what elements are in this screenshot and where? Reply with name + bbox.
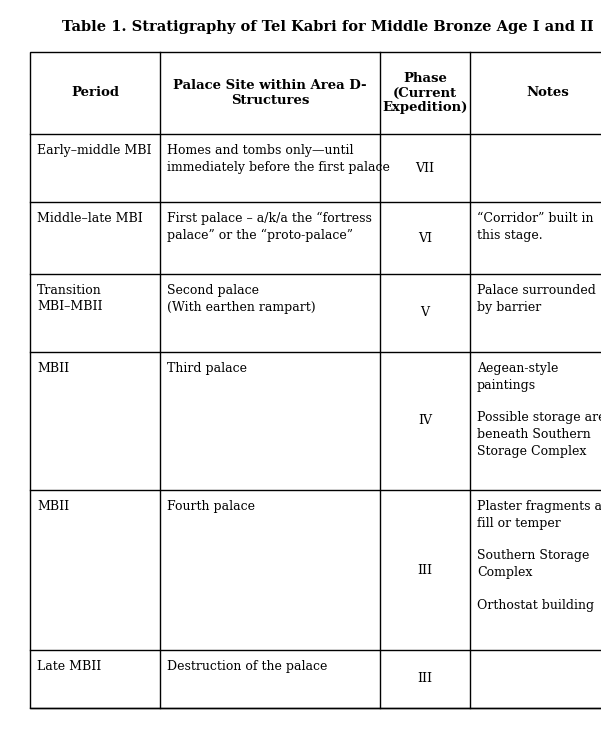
Text: VII: VII	[415, 161, 435, 175]
Text: Palace surrounded
by barrier: Palace surrounded by barrier	[477, 284, 596, 314]
Text: Notes: Notes	[526, 86, 569, 100]
Text: V: V	[421, 307, 430, 320]
Text: “Corridor” built in
this stage.: “Corridor” built in this stage.	[477, 212, 594, 242]
Text: IV: IV	[418, 415, 432, 428]
Text: Late MBII: Late MBII	[37, 660, 101, 673]
Text: Middle–late MBI: Middle–late MBI	[37, 212, 143, 225]
Text: Palace Site within Area D-
Structures: Palace Site within Area D- Structures	[173, 79, 367, 107]
Text: Period: Period	[71, 86, 119, 100]
Text: Early–middle MBI: Early–middle MBI	[37, 144, 151, 157]
Text: Plaster fragments as
fill or temper

Southern Storage
Complex

Orthostat buildin: Plaster fragments as fill or temper Sout…	[477, 500, 601, 612]
Text: Fourth palace: Fourth palace	[167, 500, 255, 513]
Text: Destruction of the palace: Destruction of the palace	[167, 660, 328, 673]
Text: VI: VI	[418, 232, 432, 244]
Text: III: III	[418, 563, 433, 577]
Text: MBII: MBII	[37, 362, 69, 375]
Text: Homes and tombs only—until
immediately before the first palace: Homes and tombs only—until immediately b…	[167, 144, 390, 173]
Text: Third palace: Third palace	[167, 362, 247, 375]
Text: Second palace
(With earthen rampart): Second palace (With earthen rampart)	[167, 284, 316, 314]
Text: MBII: MBII	[37, 500, 69, 513]
Text: Transition
MBI–MBII: Transition MBI–MBII	[37, 284, 103, 314]
Text: Phase
(Current
Expedition): Phase (Current Expedition)	[382, 71, 468, 115]
Text: Table 1. Stratigraphy of Tel Kabri for Middle Bronze Age I and II: Table 1. Stratigraphy of Tel Kabri for M…	[62, 20, 593, 34]
Bar	[30, 52, 601, 708]
Text: III: III	[418, 673, 433, 686]
Text: First palace – a/k/a the “fortress
palace” or the “proto-palace”: First palace – a/k/a the “fortress palac…	[167, 212, 372, 242]
Text: Aegean-style
paintings

Possible storage area
beneath Southern
Storage Complex: Aegean-style paintings Possible storage …	[477, 362, 601, 458]
